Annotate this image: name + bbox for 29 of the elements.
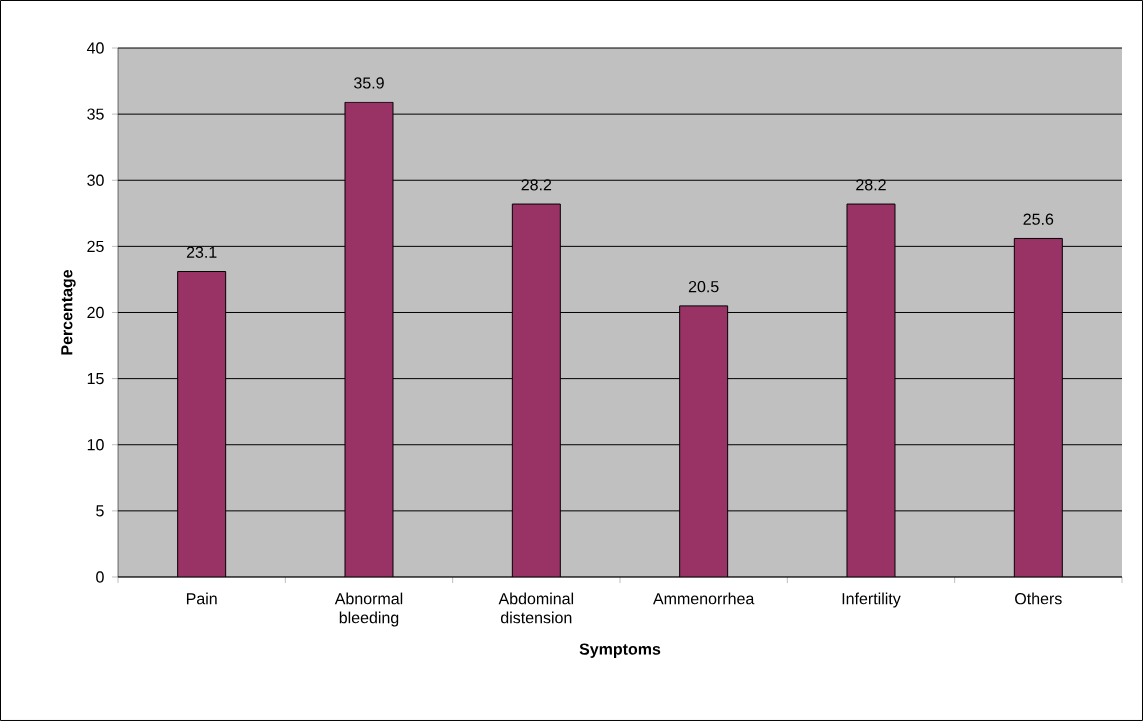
data-label: 28.2 xyxy=(521,179,552,191)
data-label: 35.9 xyxy=(354,77,384,89)
bar xyxy=(177,271,227,577)
y-tick-label: 30 xyxy=(87,174,104,186)
y-tick-label: 40 xyxy=(86,42,104,54)
x-tick-label: Infertility xyxy=(842,592,901,608)
bar xyxy=(344,101,394,577)
x-tick-label: Pain xyxy=(186,592,217,605)
x-tick-label: Abdominal distension xyxy=(498,592,574,624)
bar xyxy=(1013,237,1063,577)
x-tick-label: Ammenorrhea xyxy=(652,592,755,605)
y-tick-label: 15 xyxy=(87,373,104,385)
x-axis-title: Symptoms xyxy=(579,643,661,658)
data-label: 23.1 xyxy=(186,246,217,258)
y-tick-label: 0 xyxy=(96,571,104,583)
y-tick-label: 25 xyxy=(87,240,104,253)
data-label: 28.2 xyxy=(856,179,886,191)
y-tick-label: 5 xyxy=(96,505,104,517)
y-tick-label: 10 xyxy=(87,439,104,451)
y-axis-title: Percentage xyxy=(61,269,76,355)
bar xyxy=(679,305,729,577)
bar xyxy=(511,203,561,577)
y-tick-label: 35 xyxy=(87,108,104,120)
x-tick-label: Others xyxy=(1015,592,1062,605)
data-label: 25.6 xyxy=(1023,213,1054,225)
bar xyxy=(846,203,896,577)
data-label: 20.5 xyxy=(688,280,719,293)
x-tick-label: Abnormal bleeding xyxy=(334,592,403,627)
y-tick-label: 20 xyxy=(87,306,104,319)
